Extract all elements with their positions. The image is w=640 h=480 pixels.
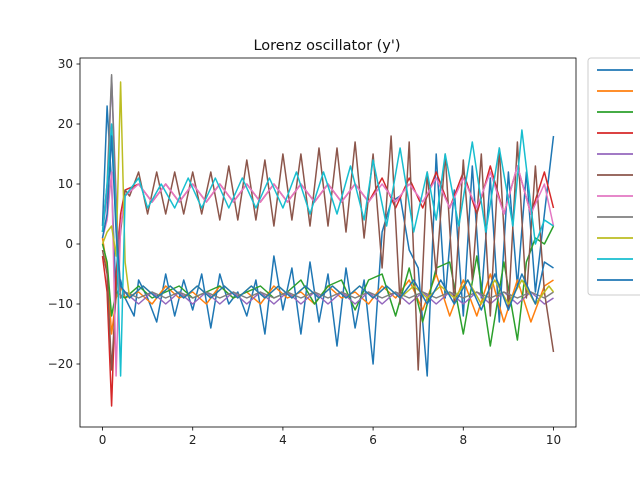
y-tick-label: −20	[48, 357, 73, 371]
series-layer	[101, 74, 555, 407]
x-tick-label: 6	[369, 433, 377, 447]
y-tick-label: −10	[48, 297, 73, 311]
y-tick-label: 20	[58, 117, 73, 131]
chart-title: Lorenz oscillator (y')	[253, 38, 400, 54]
y-tick-label: 30	[58, 57, 73, 71]
y-tick-label: 10	[58, 177, 73, 191]
plot-frame	[79, 57, 577, 428]
series-line-11	[101, 135, 554, 311]
legend	[587, 57, 640, 296]
series-line-10	[101, 123, 554, 377]
y-tick-label: 0	[65, 237, 73, 251]
legend-box	[587, 57, 640, 296]
series-line-6	[101, 135, 555, 371]
x-tick-label: 0	[99, 433, 107, 447]
axes-layer: 0 2 4 6 8 10 −20 −10 0 10 20 30	[48, 57, 577, 447]
x-tick-label: 2	[189, 433, 197, 447]
x-tick-label: 10	[546, 433, 561, 447]
series-line-7	[101, 165, 555, 377]
x-tick-label: 4	[279, 433, 287, 447]
x-tick-label: 8	[459, 433, 467, 447]
